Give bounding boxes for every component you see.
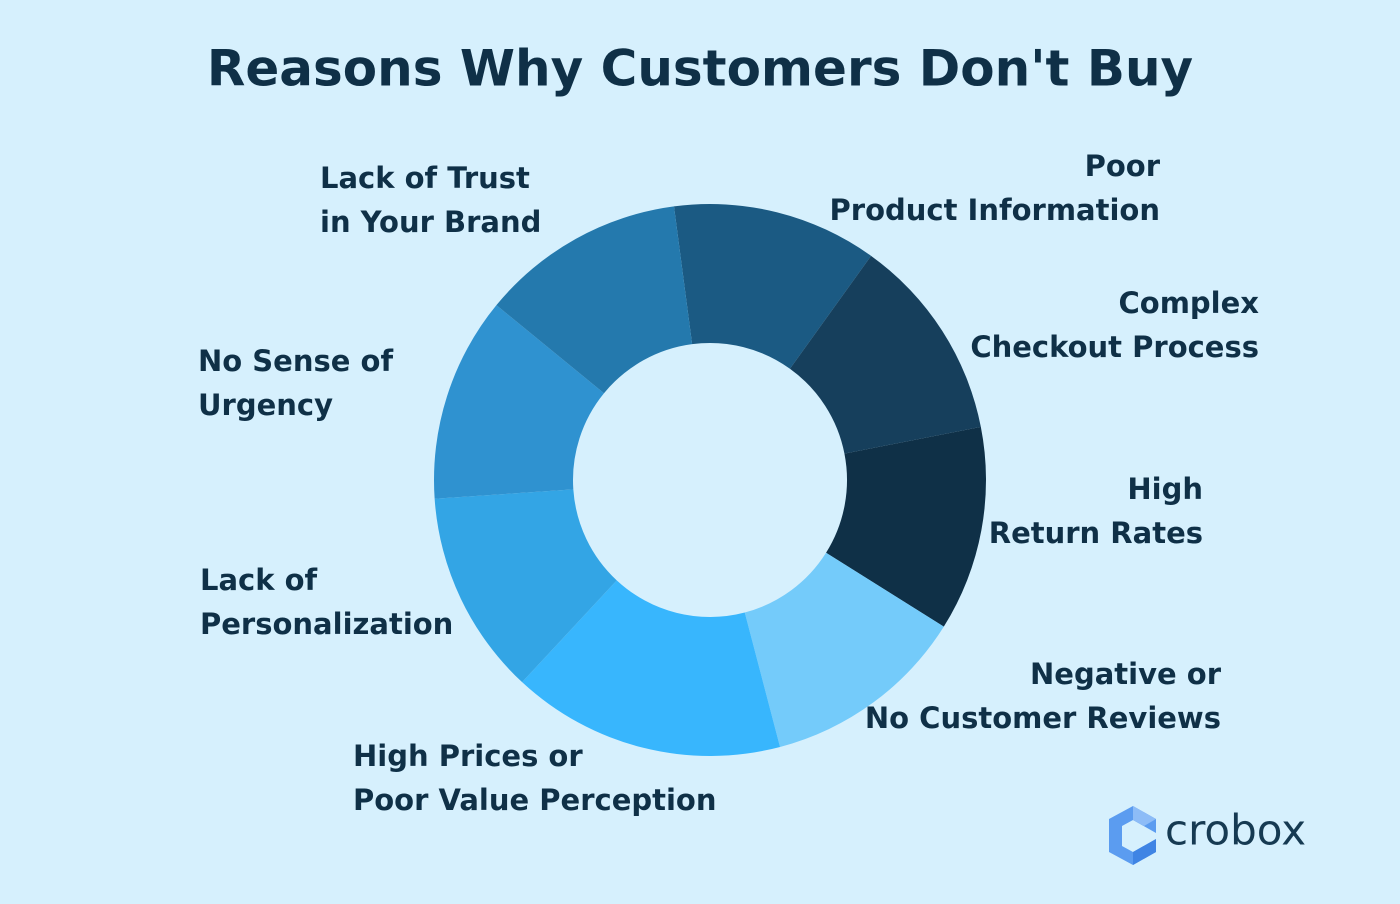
donut-segment xyxy=(522,580,781,756)
segment-label: Checkout Process xyxy=(970,330,1259,364)
segment-label: Personalization xyxy=(200,607,453,641)
segment-label: Return Rates xyxy=(989,516,1203,550)
donut-segment xyxy=(673,204,872,369)
segment-label: High Prices or xyxy=(353,739,583,773)
logo-icon-top xyxy=(1133,806,1156,826)
segment-label: Negative or xyxy=(1030,657,1222,691)
brand-name: crobox xyxy=(1165,806,1306,855)
segment-label: No Sense of xyxy=(198,344,393,378)
brand-logo: crobox xyxy=(1109,806,1306,865)
donut-segment xyxy=(496,206,693,394)
donut-segment xyxy=(434,489,617,683)
segment-label: High xyxy=(1127,472,1203,506)
segment-label: Lack of Trust xyxy=(320,161,530,195)
segment-label: Poor Value Perception xyxy=(353,783,717,817)
segment-label: Urgency xyxy=(198,388,333,422)
segment-label: Complex xyxy=(1119,286,1260,320)
segment-label: No Customer Reviews xyxy=(865,701,1221,735)
chart-title: Reasons Why Customers Don't Buy xyxy=(207,40,1193,98)
segment-label: in Your Brand xyxy=(320,205,541,239)
donut-segment xyxy=(826,426,986,627)
donut-segment xyxy=(434,305,604,499)
segment-label: Product Information xyxy=(830,193,1160,227)
logo-icon xyxy=(1109,806,1156,865)
logo-icon-bottom xyxy=(1133,839,1156,865)
donut-segment xyxy=(744,552,944,747)
segment-label: Poor xyxy=(1085,149,1161,183)
segment-label: Lack of xyxy=(200,563,318,597)
donut-segment xyxy=(789,255,981,454)
